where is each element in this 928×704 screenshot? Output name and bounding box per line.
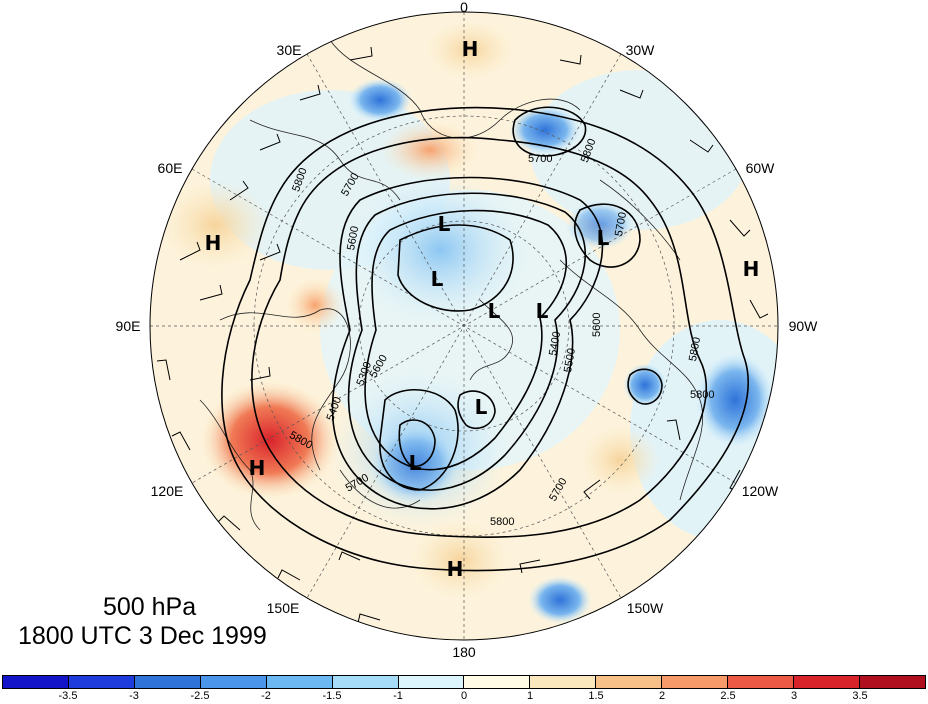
colorbar-tick-label: 2.5	[720, 690, 736, 702]
contour-label: 5700	[613, 211, 629, 237]
coastlines	[199, 39, 704, 531]
colorbar-segment	[266, 676, 333, 688]
contour-label: 5800	[687, 336, 703, 362]
colorbar-tick-label: -3	[129, 690, 139, 702]
low-center: L	[597, 226, 610, 250]
low-center: L	[409, 451, 422, 475]
colorbar-tick-label: -2	[261, 690, 271, 702]
colorbar-segment	[728, 676, 795, 688]
lon-label: 0	[460, 0, 468, 15]
lon-label: 60W	[746, 160, 776, 176]
lon-label: 30W	[626, 42, 656, 58]
colorbar-segment	[596, 676, 663, 688]
height-contours	[221, 106, 749, 572]
contour-label: 5600	[591, 313, 603, 337]
graticule	[150, 12, 778, 640]
low-center: L	[475, 395, 488, 419]
colorbar-segment	[530, 676, 597, 688]
low-center: L	[536, 299, 549, 323]
low-center: L	[431, 267, 444, 291]
colorbar-tick-label: 1	[526, 690, 534, 702]
high-center: H	[205, 231, 222, 255]
colorbar-segment	[794, 676, 860, 688]
colorbar-segment	[200, 676, 267, 688]
colorbar-segment	[398, 676, 465, 688]
colorbar-segment	[68, 676, 135, 688]
anomaly-shading	[150, 12, 778, 640]
low-center: L	[438, 212, 451, 236]
colorbar-tick-labels: -3.5 -3 -2.5 -2 -1.5 -1 0 1 1.5 2 2.5 3 3.5	[0, 690, 928, 704]
colorbar-segment	[332, 676, 399, 688]
colorbar-tick-label: 3	[790, 690, 798, 702]
contour-label: 5800	[690, 389, 714, 401]
colorbar	[2, 675, 926, 689]
lon-label: 60E	[158, 160, 183, 176]
lon-label: 150E	[267, 600, 300, 616]
colorbar-tick-label: 1.5	[588, 690, 604, 702]
pressure-centers: H H H H H L L L L L L L	[205, 37, 760, 581]
colorbar-tick-label: 2	[658, 690, 666, 702]
map-boundary	[149, 11, 779, 641]
low-center: L	[488, 299, 501, 323]
lon-label: 90W	[789, 318, 819, 334]
lon-label: 120W	[742, 483, 779, 499]
high-center: H	[743, 257, 760, 281]
high-center: H	[462, 37, 479, 61]
contour-label: 5800	[490, 516, 514, 528]
lon-label: 90E	[116, 318, 141, 334]
lon-label: 30E	[277, 42, 302, 58]
colorbar-tick-label: -1	[393, 690, 403, 702]
contour-label: 5600	[345, 225, 361, 251]
colorbar-tick-label: 0	[460, 690, 468, 702]
lon-label: 150W	[627, 600, 664, 616]
high-center: H	[447, 557, 464, 581]
high-center: H	[249, 456, 266, 480]
colorbar-tick-label: 3.5	[852, 690, 868, 702]
valid-time-title: 1800 UTC 3 Dec 1999	[18, 622, 267, 650]
colorbar-tick-label: -3.5	[58, 690, 78, 702]
lon-label: 120E	[151, 483, 184, 499]
colorbar-segment	[859, 676, 925, 688]
contour-label: 5400	[547, 330, 563, 356]
contour-label: 5700	[528, 153, 552, 165]
colorbar-segment	[464, 676, 531, 688]
contour-label: 5500	[562, 347, 578, 373]
colorbar-tick-label: -1.5	[322, 690, 342, 702]
colorbar-segment	[3, 676, 69, 688]
pressure-level-title: 500 hPa	[103, 593, 197, 621]
lon-label: 180	[452, 644, 476, 660]
longitude-labels: 0 30W 60W 90W 120W 150W 180 150E 120E 90…	[116, 0, 819, 660]
colorbar-tick-label: -2.5	[190, 690, 210, 702]
polar-map: 0 30W 60W 90W 120W 150W 180 150E 120E 90…	[116, 0, 819, 660]
colorbar-segment	[134, 676, 201, 688]
colorbar-segment	[662, 676, 729, 688]
